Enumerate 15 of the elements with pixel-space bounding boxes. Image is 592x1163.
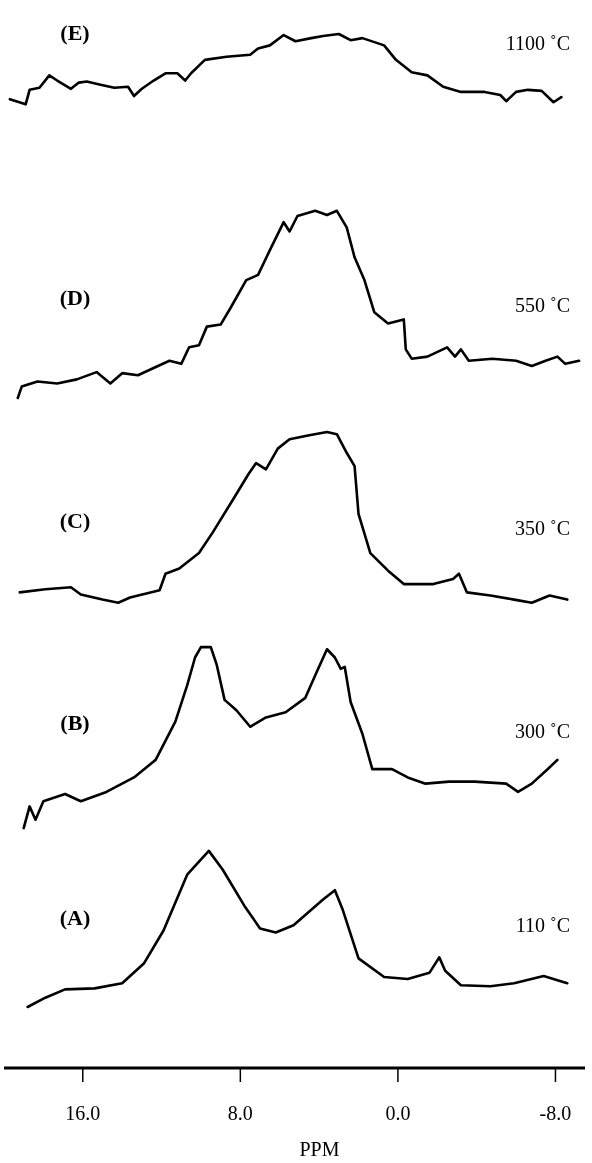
text: (D): [59, 285, 91, 310]
text: (B): [60, 710, 90, 735]
x-tick-label: 8.0: [227, 1102, 253, 1124]
annotation: 300 ˚C: [515, 720, 570, 742]
annotation: 1100 ˚C: [505, 32, 570, 54]
annotation: 550 ˚C: [515, 294, 570, 316]
text: (C): [59, 508, 91, 533]
x-tick-label: 0.0: [385, 1102, 411, 1124]
annotation: 110 ˚C: [515, 914, 570, 936]
annotation: 350 ˚C: [515, 517, 570, 539]
text: (A): [59, 905, 91, 930]
x-tick-label: -8.0: [539, 1102, 572, 1124]
x-axis-title: PPM: [299, 1138, 340, 1160]
series-label: (E): [60, 20, 90, 45]
x-tick-label: 16.0: [65, 1102, 101, 1124]
